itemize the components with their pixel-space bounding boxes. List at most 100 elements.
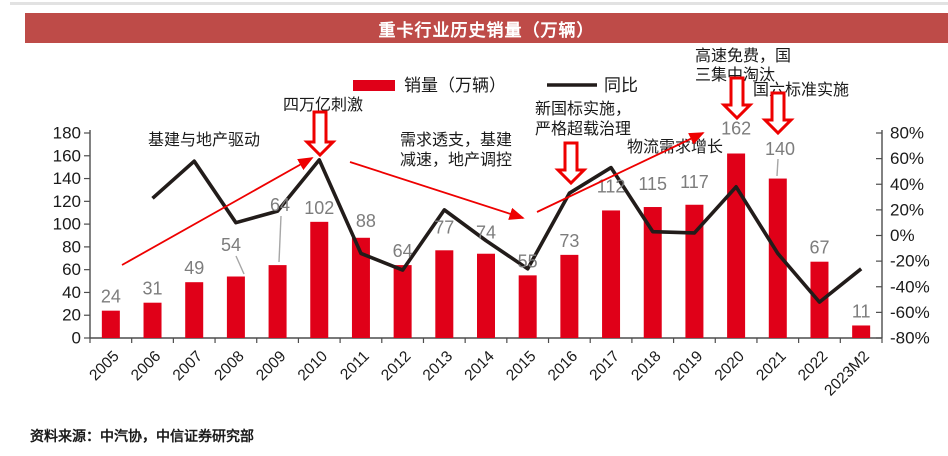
source-note: 资料来源：中汽协，中信证券研究部 <box>30 428 254 444</box>
x-tick-label: 2006 <box>128 348 164 384</box>
sales-bar <box>351 237 370 338</box>
left-tick-label: 180 <box>53 124 81 143</box>
left-tick-label: 0 <box>72 329 81 348</box>
x-tick-label: 2008 <box>211 348 247 384</box>
annotation-china6: 国六标准实施 <box>753 81 849 99</box>
sales-chart: 180 160 140 120 100 80 60 40 20 0 80% 60% 40% 20% 0% -2… <box>53 47 930 400</box>
bar-value-label: 74 <box>476 223 496 243</box>
right-tick-label: 40% <box>890 175 924 194</box>
x-tick-label: 2014 <box>461 348 498 385</box>
x-tick-label: 2009 <box>253 348 289 384</box>
x-tick-label: 2019 <box>670 348 706 384</box>
uptrend-arrow2-icon <box>536 132 705 213</box>
bar-value-label: 31 <box>143 279 163 299</box>
x-tick-label: 2011 <box>337 348 373 384</box>
chart-title-banner: 重卡行业历史销量（万辆） <box>25 13 948 43</box>
left-tick-label: 60 <box>62 260 81 279</box>
label-leader-line <box>776 158 779 177</box>
left-tick-label: 20 <box>62 306 81 325</box>
legend-sales-label: 销量（万辆） <box>404 76 506 95</box>
left-tick-label: 160 <box>53 146 81 165</box>
sales-bar <box>393 265 412 338</box>
sales-bar <box>477 253 495 338</box>
bar-value-label: 11 <box>852 301 871 321</box>
x-tick-label: 2016 <box>545 348 581 384</box>
annotations: 基建与地产驱动 四万亿刺激 需求透支，基建 减速，地产调控 新国标实施， 严格超… <box>148 47 849 169</box>
sales-bar <box>685 204 704 338</box>
legend-yoy-label: 同比 <box>604 76 638 95</box>
bar-value-label: 73 <box>559 231 579 251</box>
bar-value-label: 162 <box>721 119 751 139</box>
left-tick-label: 120 <box>53 192 81 211</box>
sales-bars <box>101 153 871 338</box>
right-tick-label: -80% <box>890 329 930 348</box>
sales-bar <box>518 275 537 338</box>
right-tick-label: 60% <box>890 149 924 168</box>
newstd-down-arrow-icon <box>554 141 588 186</box>
sales-bar <box>310 221 329 338</box>
x-tick-label: 2005 <box>86 348 122 384</box>
bar-value-label: 140 <box>765 139 795 159</box>
x-tick-label: 2017 <box>586 348 622 384</box>
uptrend-arrow-icon <box>121 157 314 266</box>
sales-bar <box>727 153 746 338</box>
annotation-infra: 基建与地产驱动 <box>148 131 260 149</box>
sales-bar <box>852 325 871 338</box>
x-tick-label: 2022 <box>795 348 831 384</box>
chart-legend: 销量（万辆） 同比 <box>353 76 638 95</box>
bar-value-labels: 24 31 49 54 64 102 88 64 77 74 55 73 112 115 117 162 140… <box>101 119 871 322</box>
annotation-highway-line1: 高速免费，国 <box>695 47 791 65</box>
sales-bar <box>435 250 454 338</box>
right-tick-label: -20% <box>890 252 930 271</box>
x-tick-label: 2007 <box>170 348 206 384</box>
annotation-stimulus: 四万亿刺激 <box>283 96 363 114</box>
bar-value-label: 112 <box>597 176 626 196</box>
annotation-highway-line2: 三集中淘汰 <box>695 66 775 84</box>
annotation-overdraft-line2: 减速，地产调控 <box>400 151 512 169</box>
sales-bar <box>643 207 662 338</box>
stimulus-down-arrow-icon <box>303 110 337 158</box>
page-top-divider <box>10 2 948 5</box>
bar-value-label: 55 <box>518 251 538 271</box>
bar-value-label: 24 <box>101 287 121 307</box>
sales-bar <box>101 310 120 338</box>
sales-bar <box>768 178 787 338</box>
bar-value-label: 115 <box>638 174 667 194</box>
bar-value-label: 77 <box>434 217 454 237</box>
x-tick-label: 2010 <box>295 348 332 385</box>
bar-value-label: 102 <box>304 198 334 218</box>
bar-value-label: 49 <box>184 258 204 278</box>
x-tick-label: 2012 <box>378 348 414 384</box>
bar-value-label: 64 <box>270 195 290 215</box>
legend-sales-swatch-icon <box>353 80 395 91</box>
bar-value-label: 117 <box>680 172 709 192</box>
downtrend-arrow-icon <box>349 161 525 220</box>
right-tick-label: 20% <box>890 200 924 219</box>
x-tick-label: 2018 <box>628 348 664 384</box>
sales-bar <box>143 302 162 338</box>
left-tick-label: 80 <box>62 237 81 256</box>
left-tick-label: 40 <box>62 283 81 302</box>
sales-bar <box>602 210 621 338</box>
bar-value-label: 88 <box>356 211 376 231</box>
bar-value-label: 54 <box>221 235 241 255</box>
sales-bar <box>226 276 245 338</box>
sales-bar <box>185 282 204 338</box>
x-tick-label: 2013 <box>420 348 456 384</box>
label-leader-line <box>278 215 282 263</box>
right-tick-label: 80% <box>890 124 924 143</box>
right-tick-label: -60% <box>890 303 930 322</box>
annotation-newstd-line2: 严格超载治理 <box>535 120 631 138</box>
label-leader-line <box>235 255 245 275</box>
yoy-line <box>151 158 863 304</box>
annotation-overdraft-line1: 需求透支，基建 <box>400 131 512 149</box>
left-tick-label: 100 <box>53 215 81 234</box>
annotation-newstd-line1: 新国标实施， <box>535 100 631 118</box>
right-tick-label: 0% <box>890 226 915 245</box>
sales-bar <box>268 265 287 338</box>
x-tick-label: 2021 <box>753 348 789 384</box>
x-tick-label: 2023M2 <box>821 348 873 400</box>
x-tick-label: 2020 <box>712 348 749 385</box>
trend-arrows <box>121 76 795 266</box>
bar-value-label: 64 <box>393 241 413 261</box>
